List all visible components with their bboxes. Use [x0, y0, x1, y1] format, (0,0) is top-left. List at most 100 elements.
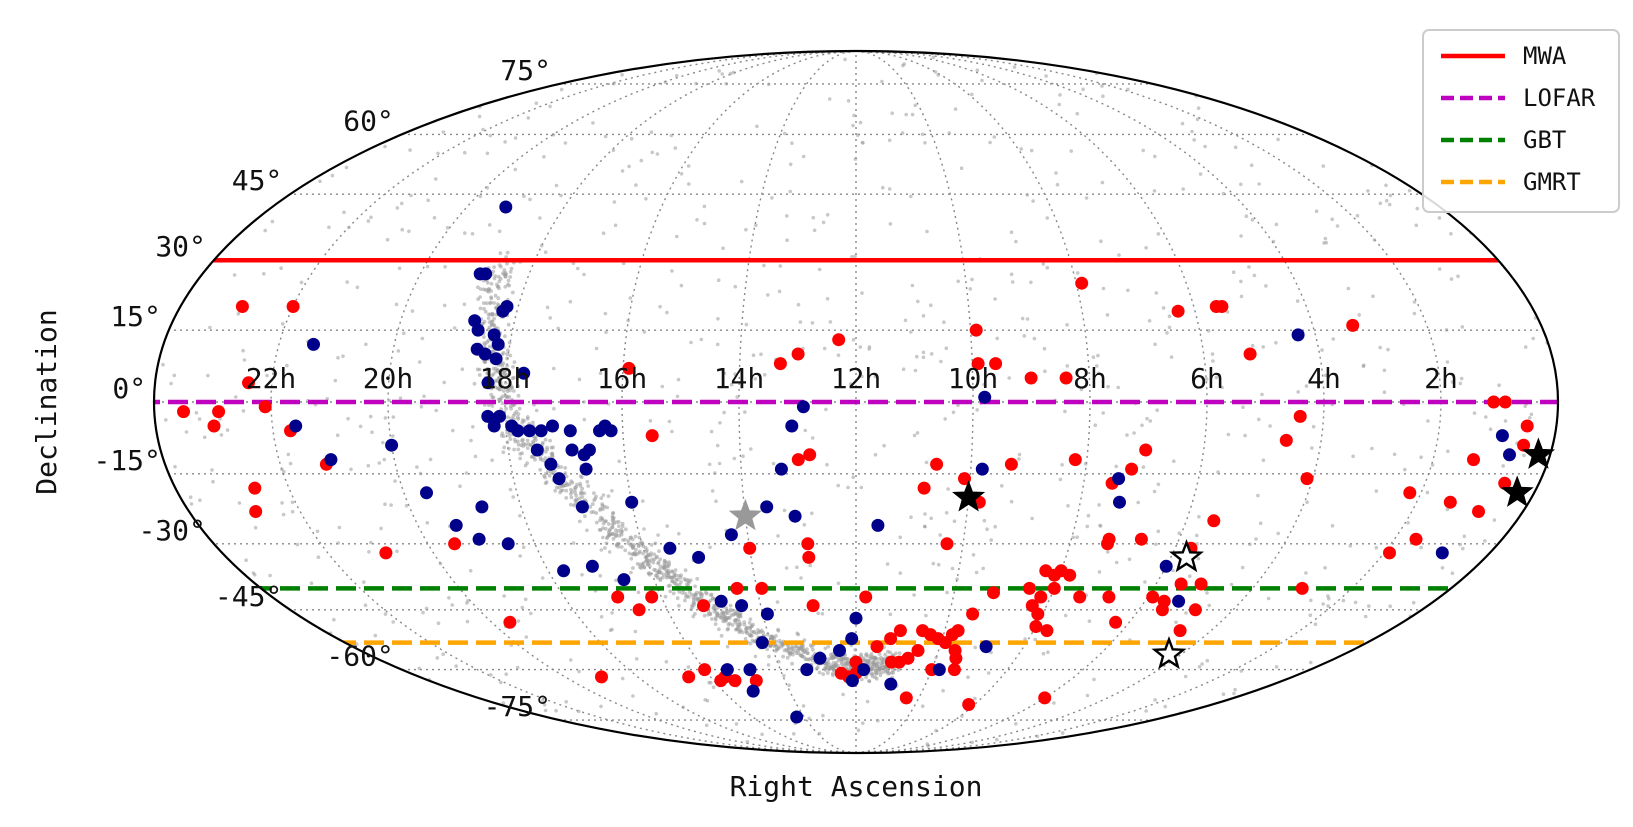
- background-point: [572, 503, 576, 508]
- red-source-point: [803, 448, 817, 462]
- background-point: [1114, 560, 1119, 565]
- background-point: [1014, 722, 1018, 726]
- background-point: [956, 403, 960, 408]
- background-point: [1007, 376, 1011, 380]
- background-point: [1211, 359, 1215, 363]
- background-point: [1041, 262, 1046, 266]
- background-point: [669, 133, 674, 138]
- blue-source-point: [625, 495, 639, 509]
- red-source-point: [962, 698, 976, 711]
- x-axis-title: Right Ascension: [730, 770, 983, 803]
- background-point: [1046, 650, 1050, 654]
- background-point: [604, 330, 608, 335]
- background-point: [687, 579, 691, 584]
- background-point: [909, 194, 913, 199]
- background-point: [512, 360, 517, 365]
- background-point: [379, 526, 383, 531]
- background-point: [734, 618, 739, 623]
- background-point: [577, 669, 581, 674]
- blue-source-point: [724, 528, 738, 542]
- background-point: [851, 475, 855, 480]
- blue-source-point: [884, 677, 898, 691]
- background-point: [518, 514, 522, 518]
- background-point: [551, 133, 556, 137]
- background-point: [1097, 503, 1101, 507]
- background-point: [1461, 546, 1465, 551]
- background-point: [717, 461, 722, 466]
- background-point: [1268, 424, 1272, 428]
- background-point: [295, 542, 300, 547]
- background-point: [988, 140, 992, 145]
- background-point: [695, 577, 700, 581]
- background-point: [689, 340, 693, 345]
- background-point: [1117, 253, 1121, 257]
- background-point: [716, 278, 721, 283]
- background-point: [1153, 154, 1157, 159]
- blue-source-point: [932, 663, 946, 677]
- background-point: [873, 374, 878, 379]
- background-point: [469, 438, 473, 443]
- background-point: [711, 685, 716, 689]
- blue-source-point: [1503, 448, 1516, 462]
- background-point: [1144, 709, 1148, 713]
- background-point: [968, 287, 973, 291]
- background-point: [896, 668, 901, 672]
- background-point: [805, 647, 809, 652]
- blue-source-point: [420, 486, 433, 500]
- background-point: [787, 650, 791, 655]
- background-point: [827, 667, 832, 672]
- background-point: [644, 549, 649, 554]
- background-point: [524, 635, 529, 639]
- background-point: [373, 633, 378, 638]
- background-point: [867, 345, 872, 349]
- blue-source-point: [385, 438, 399, 452]
- background-point: [534, 101, 539, 105]
- background-point: [603, 134, 608, 139]
- background-point: [1147, 319, 1152, 323]
- background-point: [569, 487, 573, 492]
- background-point: [675, 234, 679, 239]
- background-point: [807, 716, 811, 721]
- background-point: [1063, 409, 1067, 414]
- red-source-point: [870, 640, 884, 654]
- background-point: [613, 534, 618, 539]
- background-point: [1101, 94, 1105, 98]
- background-point: [1361, 364, 1366, 369]
- background-point: [540, 458, 545, 463]
- red-source-point: [899, 691, 913, 705]
- background-point: [1096, 353, 1100, 358]
- background-point: [1276, 531, 1280, 536]
- background-point: [478, 306, 483, 311]
- red-source-point: [1194, 577, 1208, 591]
- dec-tick-label: 30°: [155, 230, 206, 263]
- ra-grid-line: [504, 51, 857, 753]
- background-point: [871, 655, 876, 660]
- background-point: [765, 647, 770, 652]
- background-point: [1225, 310, 1230, 314]
- red-source-point: [1215, 300, 1229, 313]
- background-point: [922, 524, 927, 529]
- red-source-point: [622, 361, 636, 375]
- background-point: [333, 378, 338, 383]
- background-point: [616, 520, 621, 524]
- background-point: [663, 594, 668, 599]
- background-point: [543, 708, 548, 713]
- background-point: [552, 406, 556, 411]
- background-point: [237, 501, 242, 505]
- background-point: [790, 661, 794, 666]
- background-point: [244, 558, 248, 562]
- red-source-point: [212, 405, 226, 419]
- background-point: [1415, 206, 1420, 211]
- background-point: [1092, 677, 1096, 682]
- background-point: [503, 380, 508, 385]
- background-point: [500, 384, 505, 389]
- background-point: [623, 527, 628, 532]
- background-point: [865, 699, 870, 704]
- background-point: [722, 410, 726, 415]
- background-point: [1020, 316, 1025, 321]
- red-source-point: [1346, 318, 1360, 332]
- background-point: [796, 632, 801, 637]
- background-point: [344, 165, 349, 170]
- background-point: [1233, 145, 1238, 150]
- background-point: [505, 440, 510, 445]
